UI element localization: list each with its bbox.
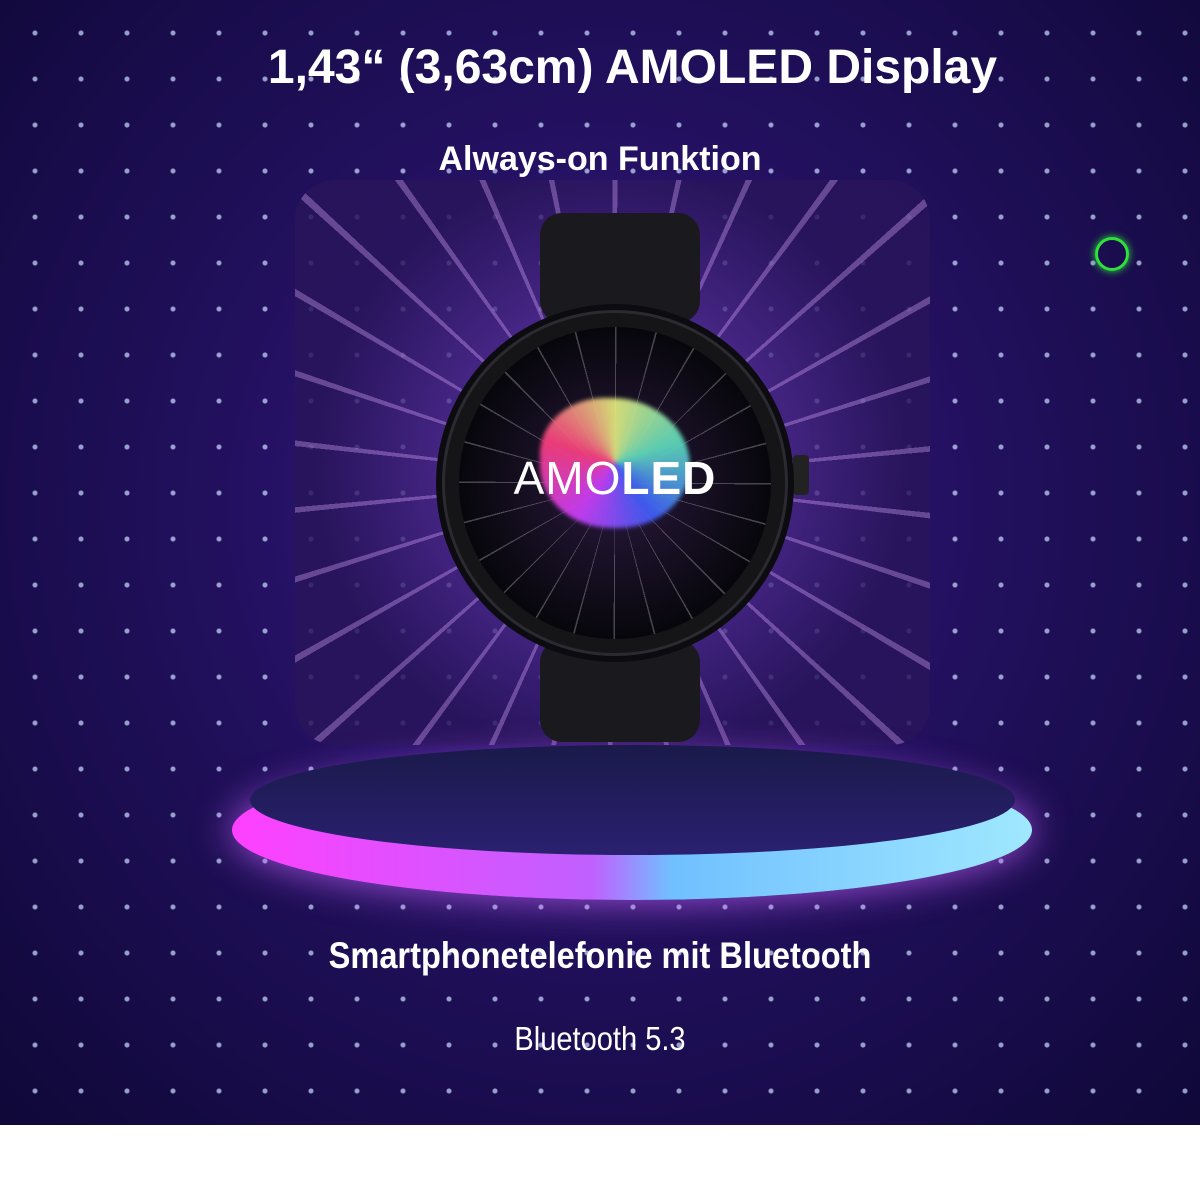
watch-strap-top — [540, 213, 700, 323]
green-ring-icon — [1095, 237, 1129, 271]
watch-strap-bottom — [540, 640, 700, 742]
amoled-logo-blob — [540, 398, 690, 528]
product-banner: AMOLED 1,43“ (3,63cm) AMOLED Display Alw… — [0, 0, 1200, 1125]
logo-light: AMO — [513, 452, 622, 504]
watch-crown — [793, 455, 809, 495]
subheadline: Always-on Funktion — [438, 140, 762, 178]
amoled-logo-text: AMOLED — [445, 451, 785, 505]
platform-top — [250, 745, 1015, 855]
headline: 1,43“ (3,63cm) AMOLED Display — [267, 41, 998, 94]
smartwatch-face: AMOLED — [442, 310, 788, 656]
logo-bold: LED — [621, 452, 717, 504]
feature-text: Smartphonetelefonie mit Bluetooth — [328, 935, 872, 976]
bluetooth-version: Bluetooth 5.3 — [514, 1020, 686, 1057]
